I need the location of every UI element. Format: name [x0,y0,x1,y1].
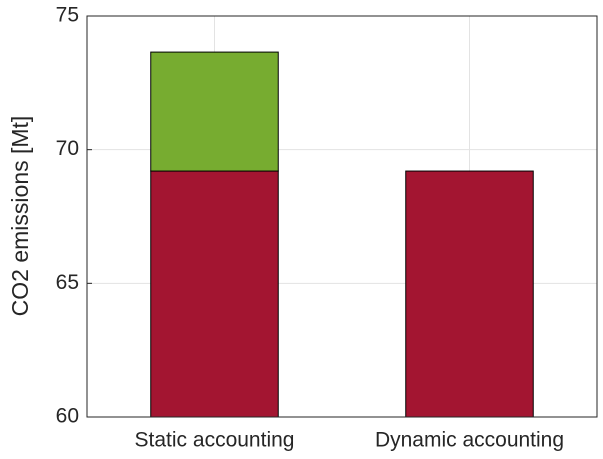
bar-segment [150,51,279,172]
y-tick-label: 70 [56,137,79,160]
y-tick-label: 75 [56,4,79,27]
y-tick-label: 65 [56,271,79,294]
bar-segment [150,170,279,418]
y-axis-label: CO2 emissions [Mt] [7,116,33,317]
x-tick-label: Static accounting [135,429,295,452]
plot-frame [86,15,598,418]
y-tick-label: 60 [56,405,79,428]
bar-segment [405,170,534,418]
x-tick-label: Dynamic accounting [375,429,564,452]
